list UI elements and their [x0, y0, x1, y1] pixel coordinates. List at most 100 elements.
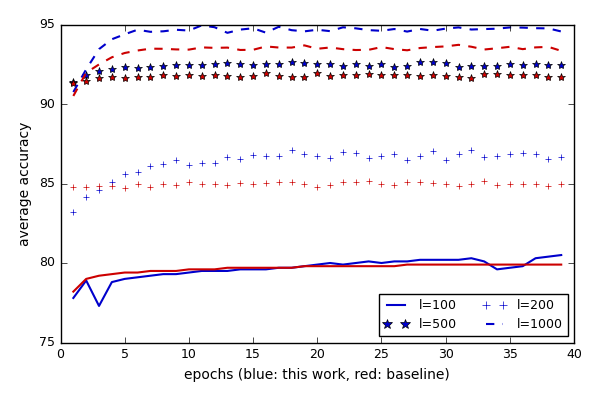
- l=200: [506, 152, 514, 157]
- l=200: [455, 151, 462, 156]
- l=1000: [160, 29, 167, 34]
- l=200: [185, 163, 193, 168]
- l=100: [442, 258, 449, 262]
- l=1000: [250, 26, 257, 31]
- l=1000: [288, 28, 295, 32]
- l=100: [224, 268, 231, 273]
- l=100: [506, 265, 514, 270]
- l=1000: [121, 32, 128, 37]
- l=500: [185, 63, 193, 68]
- l=500: [236, 61, 244, 66]
- l=500: [134, 66, 141, 71]
- l=200: [262, 154, 269, 158]
- l=200: [211, 161, 218, 166]
- l=100: [121, 276, 128, 281]
- l=500: [404, 63, 411, 68]
- l=200: [134, 169, 141, 174]
- l=1000: [481, 27, 488, 32]
- l=200: [121, 171, 128, 176]
- l=1000: [301, 29, 308, 34]
- l=100: [429, 258, 436, 262]
- l=100: [378, 261, 385, 266]
- l=1000: [70, 90, 77, 94]
- l=500: [506, 62, 514, 66]
- l=100: [147, 273, 154, 278]
- l=100: [236, 267, 244, 272]
- l=100: [108, 280, 115, 284]
- l=500: [429, 60, 436, 65]
- l=500: [391, 64, 398, 69]
- l=500: [442, 60, 449, 65]
- l=500: [262, 61, 269, 66]
- l=100: [416, 258, 424, 262]
- l=1000: [108, 37, 115, 42]
- l=100: [391, 259, 398, 264]
- l=200: [519, 151, 526, 156]
- l=100: [352, 261, 359, 266]
- l=1000: [172, 27, 179, 32]
- l=100: [481, 259, 488, 264]
- l=1000: [352, 26, 359, 31]
- l=1000: [378, 28, 385, 33]
- l=1000: [391, 27, 398, 32]
- l=500: [275, 62, 283, 67]
- l=100: [198, 268, 205, 273]
- l=100: [455, 258, 462, 262]
- l=100: [340, 262, 347, 267]
- l=500: [250, 63, 257, 68]
- l=1000: [326, 29, 334, 34]
- l=100: [545, 254, 552, 259]
- l=200: [70, 209, 77, 214]
- l=200: [288, 148, 295, 152]
- l=500: [326, 62, 334, 67]
- l=500: [532, 62, 539, 67]
- l=500: [172, 63, 179, 68]
- l=200: [160, 162, 167, 166]
- l=500: [301, 61, 308, 66]
- l=100: [326, 261, 334, 266]
- l=1000: [95, 47, 103, 52]
- l=100: [493, 267, 500, 272]
- l=200: [404, 157, 411, 162]
- l=1000: [340, 25, 347, 30]
- l=200: [198, 161, 205, 166]
- l=200: [378, 153, 385, 158]
- Y-axis label: average accuracy: average accuracy: [18, 121, 32, 246]
- l=100: [250, 267, 257, 272]
- l=100: [134, 275, 141, 280]
- l=200: [301, 152, 308, 156]
- l=200: [236, 156, 244, 161]
- l=1000: [211, 25, 218, 30]
- l=500: [95, 69, 103, 74]
- l=500: [147, 64, 154, 69]
- l=200: [172, 158, 179, 162]
- l=200: [95, 188, 103, 193]
- l=500: [545, 62, 552, 67]
- l=500: [198, 62, 205, 67]
- l=100: [262, 267, 269, 272]
- l=100: [314, 262, 321, 267]
- l=200: [557, 155, 565, 160]
- Line: l=100: l=100: [73, 255, 561, 306]
- l=500: [468, 64, 475, 68]
- l=200: [365, 156, 372, 161]
- l=1000: [429, 28, 436, 33]
- l=1000: [262, 30, 269, 35]
- l=1000: [493, 26, 500, 31]
- l=100: [519, 264, 526, 268]
- l=100: [95, 304, 103, 308]
- l=200: [340, 150, 347, 154]
- l=500: [352, 62, 359, 66]
- l=200: [83, 194, 90, 199]
- l=500: [365, 63, 372, 68]
- l=500: [378, 62, 385, 66]
- l=500: [224, 61, 231, 66]
- l=100: [211, 268, 218, 273]
- l=100: [532, 256, 539, 261]
- Line: l=200: l=200: [70, 146, 565, 215]
- l=200: [275, 154, 283, 158]
- l=1000: [185, 28, 193, 33]
- l=200: [250, 152, 257, 157]
- l=200: [416, 154, 424, 158]
- l=200: [493, 154, 500, 159]
